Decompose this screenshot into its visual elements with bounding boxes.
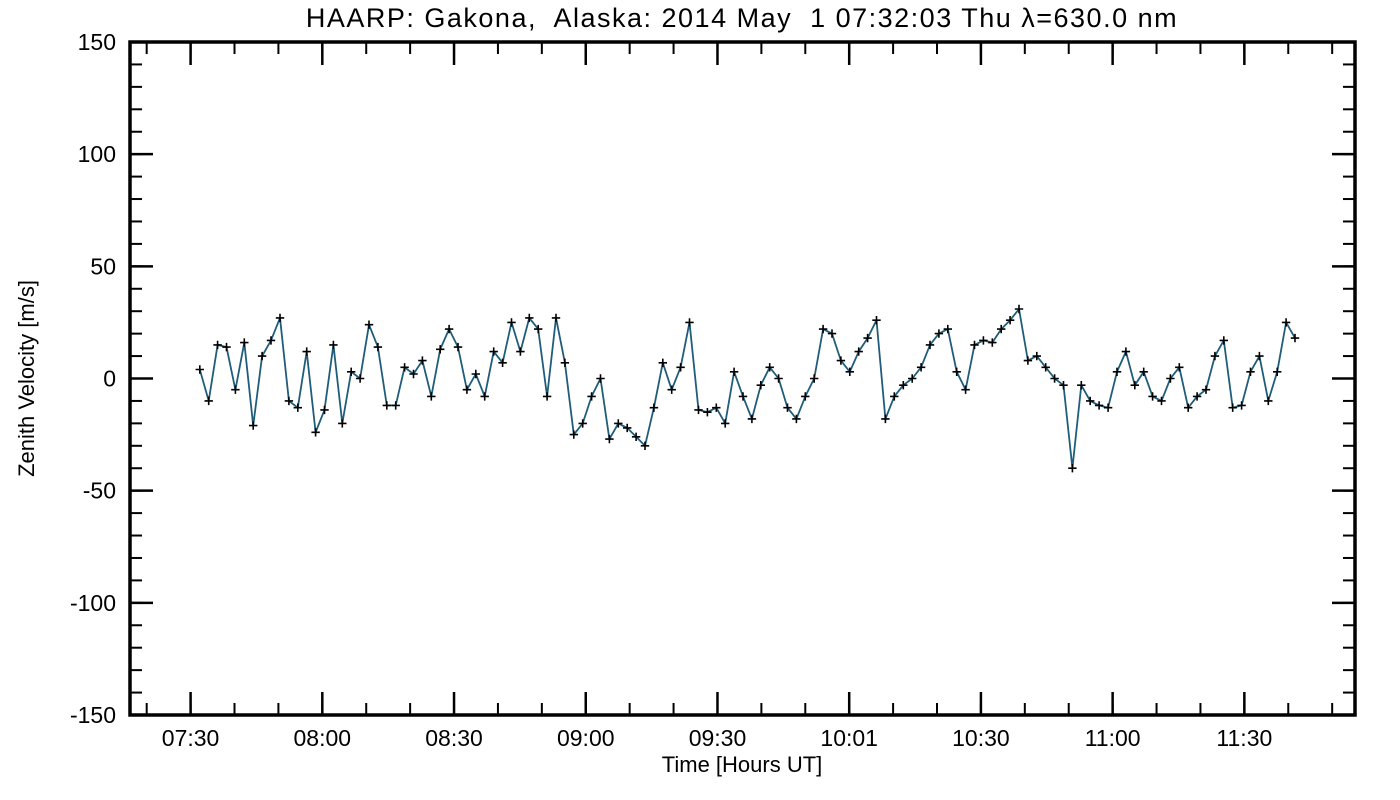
x-tick-label: 07:30 [162,725,220,751]
plot-border [128,40,1357,717]
x-tick-label: 08:30 [425,725,483,751]
x-tick-label: 11:30 [1216,725,1272,751]
axis-tick-labels: 07:30 08:00 08:30 09:00 09:30 10:01 10:30 11:00… [70,29,1272,751]
y-axis-label: Zenith Velocity [m/s] [14,280,39,477]
plot-frame [128,40,1357,717]
y-tick-label: 0 [103,366,116,392]
y-tick-label: -50 [83,478,116,504]
x-tick-label: 09:00 [557,725,615,751]
x-tick-label: 10:01 [820,725,878,751]
chart-title: HAARP: Gakona, Alaska: 2014 May 1 07:32:… [306,3,1178,33]
y-tick-label: -150 [70,702,116,728]
plus-markers [195,304,1300,473]
x-axis-label: Time [Hours UT] [662,752,823,777]
y-tick-label: -100 [70,590,116,616]
x-tick-label: 10:30 [952,725,1010,751]
y-tick-label: 100 [78,141,116,167]
x-tick-label: 08:00 [294,725,352,751]
y-tick-label: 50 [90,253,116,279]
y-tick-label: 150 [78,29,116,55]
x-tick-label: 09:30 [689,725,747,751]
velocity-line [198,308,1296,470]
x-tick-label: 11:00 [1085,725,1141,751]
axis-ticks [130,40,1355,717]
data-series [195,304,1300,473]
